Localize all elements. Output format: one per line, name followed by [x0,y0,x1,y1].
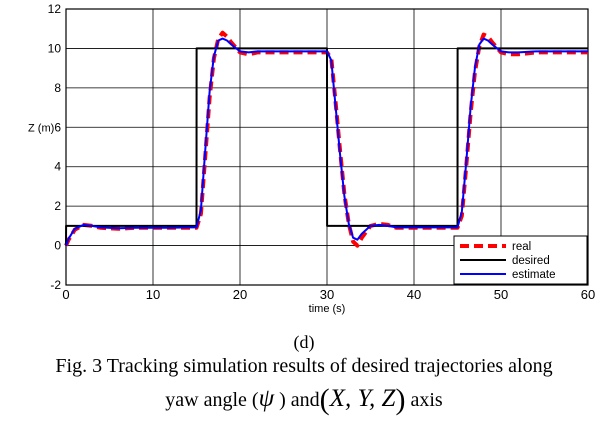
x-tick-label: 60 [581,287,595,302]
legend-label-estimate: estimate [512,269,555,281]
y-tick-label: 12 [48,2,62,16]
x-tick-label: 50 [494,287,508,302]
y-axis-label: Z (m) [28,122,54,134]
caption-text: yaw angle ( [165,389,259,411]
legend-label-real: real [512,241,531,253]
y-tick-label: 10 [48,41,62,55]
y-tick-label: 4 [54,160,61,174]
series-line-estimate [65,37,588,246]
series-line-desired [65,47,588,246]
caption-text: ) and [274,389,320,411]
xyz-vars: X, Y, Z [329,385,396,412]
x-axis-label: time (s) [309,303,346,315]
y-tick-label: -2 [50,278,61,292]
y-tick-label: 0 [54,239,61,253]
y-tick-label: 8 [54,81,61,95]
y-tick-label: 6 [54,120,61,134]
x-tick-label: 30 [320,287,334,302]
y-tick-label: 2 [54,199,61,213]
caption-text: axis [405,389,443,411]
series-lines [64,30,588,248]
open-paren: ( [319,383,330,416]
psi-symbol: ψ [258,385,275,412]
x-tick-label: 0 [62,287,69,302]
close-paren: ) [395,383,406,416]
figure-caption-line1: Fig. 3 Tracking simulation results of de… [55,355,553,377]
plot-frame [65,8,589,286]
legend: real desired estimate [453,235,588,285]
figure-caption-line2: yaw angle (ψ ) and(X, Y, Z) axis [0,383,608,417]
legend-label-desired: desired [512,255,550,267]
panel-label: (d) [293,332,315,352]
x-tick-label: 40 [407,287,421,302]
x-tick-label: 20 [233,287,247,302]
x-tick-label: 10 [146,287,160,302]
